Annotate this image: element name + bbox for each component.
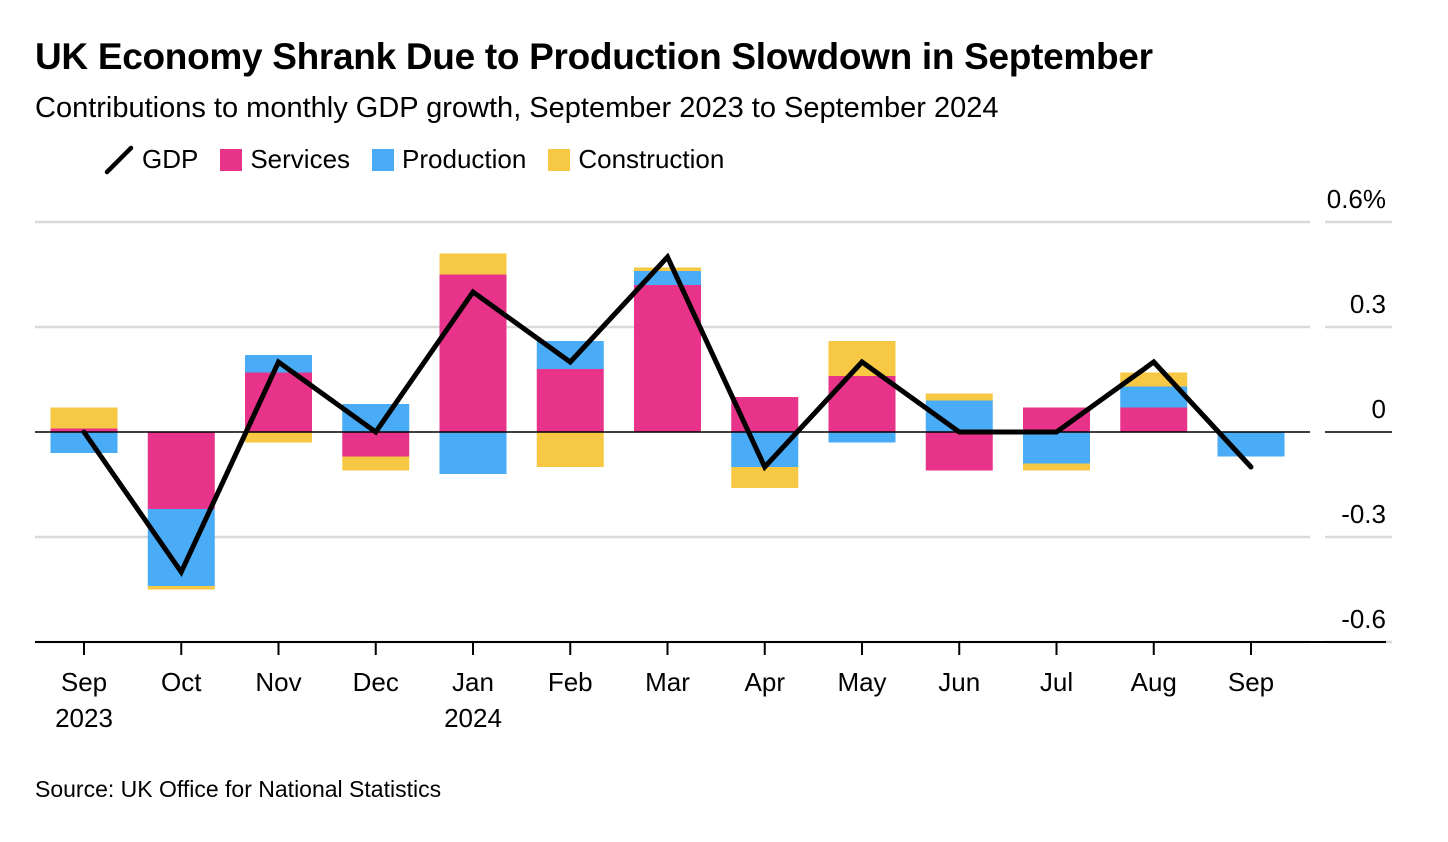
bar-services-9	[925, 432, 993, 471]
bar-services-4	[439, 274, 507, 432]
legend-label-services: Services	[250, 144, 351, 174]
bar-services-10	[1023, 407, 1090, 432]
x-tick-label: Feb	[548, 667, 593, 697]
legend-item-gdp: GDP	[104, 144, 198, 175]
x-tick-label: Aug	[1131, 667, 1177, 697]
y-tick-label: 0.6%	[1327, 184, 1386, 214]
x-tick-label: Apr	[745, 667, 786, 697]
x-tick-label: Nov	[255, 667, 301, 697]
legend-item-services: Services	[220, 144, 350, 175]
bar-services-5	[536, 369, 604, 432]
bar-construction-0	[50, 407, 118, 429]
bar-construction-7	[731, 467, 799, 488]
source-note: Source: UK Office for National Statistic…	[35, 776, 442, 802]
x-tick-label: Jan	[452, 667, 494, 697]
x-tick-label: Jun	[938, 667, 980, 697]
y-tick-label: -0.6	[1341, 604, 1386, 634]
legend: GDP Services Production Construction	[104, 144, 746, 175]
chart-title: UK Economy Shrank Due to Production Slow…	[35, 36, 1153, 77]
bar-construction-1	[147, 586, 215, 590]
x-tick-label: May	[837, 667, 886, 697]
bar-construction-8	[828, 341, 896, 376]
legend-label-gdp: GDP	[142, 144, 199, 174]
bar-services-2	[245, 372, 312, 432]
gdp-line	[81, 252, 1254, 578]
bar-production-0	[50, 432, 118, 453]
bar-production-4	[439, 432, 507, 474]
y-tick-label: -0.3	[1341, 499, 1386, 529]
bar-production-11	[1120, 386, 1188, 408]
bar-services-1	[147, 432, 215, 509]
bar-services-3	[342, 432, 410, 457]
x-tick-label: Jul	[1040, 667, 1073, 697]
legend-item-production: Production	[372, 144, 526, 175]
legend-label-production: Production	[402, 144, 527, 174]
bar-construction-3	[342, 456, 410, 471]
chart-subtitle: Contributions to monthly GDP growth, Sep…	[35, 92, 999, 124]
x-tick-sublabel: 2023	[55, 703, 113, 733]
legend-item-construction: Construction	[548, 144, 724, 175]
legend-label-construction: Construction	[578, 144, 725, 174]
bar-construction-10	[1023, 463, 1090, 471]
bar-services-11	[1120, 407, 1188, 432]
bar-production-8	[828, 432, 896, 443]
production-swatch	[372, 148, 395, 171]
y-tick-label: 0	[1372, 394, 1386, 424]
y-tick-label: 0.3	[1350, 289, 1386, 319]
x-tick-sublabel: 2024	[444, 703, 502, 733]
bar-production-10	[1023, 432, 1090, 464]
x-tick-label: Sep	[1228, 667, 1274, 697]
bar-construction-6	[634, 267, 701, 271]
gdp-line-icon	[104, 145, 134, 174]
bar-construction-2	[245, 432, 312, 443]
bar-construction-4	[439, 253, 507, 275]
x-tick-label: Dec	[353, 667, 399, 697]
x-tick-label: Sep	[61, 667, 107, 697]
x-tick-label: Mar	[645, 667, 690, 697]
construction-swatch	[548, 148, 571, 171]
services-swatch	[220, 148, 243, 171]
bar-construction-5	[536, 432, 604, 467]
x-tick-label: Oct	[161, 667, 202, 697]
bar-construction-9	[925, 393, 993, 401]
